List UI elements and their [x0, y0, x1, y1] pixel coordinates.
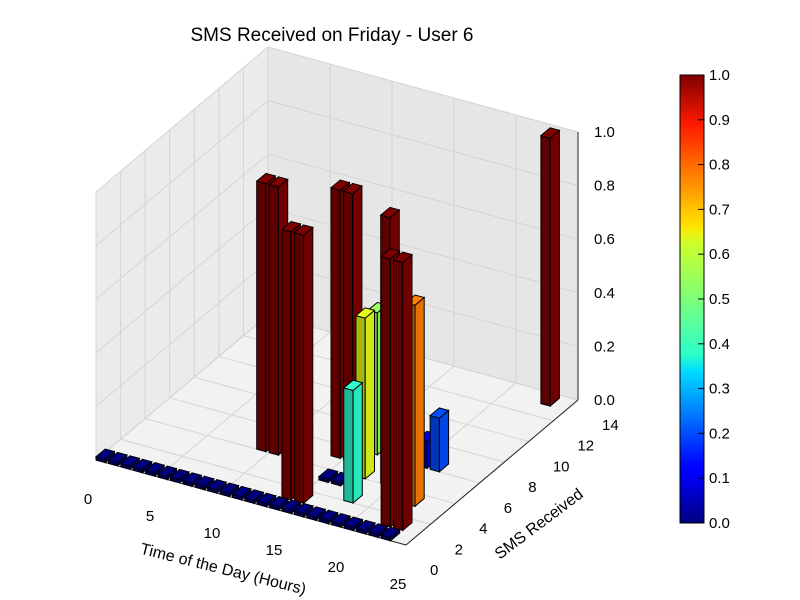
- y-tick-label: 2: [455, 541, 463, 558]
- bar-23-13: [539, 127, 561, 408]
- pane-left: [96, 47, 268, 460]
- chart-title: SMS Received on Friday - User 6: [191, 25, 474, 46]
- grid-line: [267, 153, 579, 240]
- x-tick-label: 5: [146, 508, 154, 525]
- colorbar-tick-label: 0.3: [709, 381, 730, 398]
- bar-23-0: [380, 526, 401, 542]
- bar-23-1: [392, 251, 414, 532]
- y-tick-label: 14: [602, 417, 619, 434]
- y-tick-label: 4: [479, 521, 487, 538]
- z-tick-label: 1.0: [594, 124, 615, 141]
- bar-1-0: [107, 451, 128, 467]
- z-tick-label: 0.8: [594, 178, 615, 195]
- bar-0-0: [94, 448, 116, 464]
- colorbar: 0.0 0.1 0.2 0.3 0.4 0.5 0.6 0.7 0.8 0.9 1.0: [679, 67, 730, 532]
- bar-15-3: [317, 468, 339, 484]
- bar-15-1: [293, 224, 314, 505]
- x-tick-label: 0: [84, 491, 92, 508]
- bar-6-0: [169, 468, 190, 484]
- colorbar-tick-label: 0.1: [709, 470, 730, 487]
- grid-line: [95, 314, 269, 461]
- z-tick-label: 0.2: [594, 338, 615, 355]
- y-tick-label: 10: [553, 458, 570, 475]
- colorbar-tick-label: 0.8: [709, 157, 730, 174]
- bar-18-2: [342, 379, 364, 505]
- bar-7-0: [181, 472, 203, 488]
- grid-line: [95, 261, 269, 407]
- grid-line: [95, 100, 269, 246]
- colorbar-tick-label: 0.6: [709, 246, 730, 263]
- axis-line: [405, 399, 579, 546]
- bar-9-0: [206, 479, 228, 495]
- colorbar-tick-label: 0.7: [709, 201, 730, 218]
- colorbar-tick-label: 1.0: [709, 67, 730, 84]
- y-tick-label: 0: [430, 562, 438, 579]
- x-tick-label: 20: [328, 559, 345, 576]
- grid-line: [95, 46, 269, 193]
- grid-line: [169, 397, 480, 484]
- grid-line: [267, 100, 579, 187]
- x-tick-label: 15: [266, 542, 283, 559]
- grid-line: [95, 153, 269, 300]
- bar-21-0: [355, 519, 376, 536]
- grid-line: [267, 207, 579, 294]
- colorbar-tick-label: 0.4: [709, 336, 730, 353]
- bar-16-0: [293, 502, 314, 519]
- grid-line: [267, 46, 579, 133]
- grid-line: [120, 438, 431, 525]
- z-tick-label: 0.0: [594, 392, 615, 409]
- bar-8-0: [194, 475, 215, 491]
- bar-22-0: [367, 523, 389, 539]
- bar-17-0: [305, 506, 327, 522]
- bars: [94, 127, 561, 542]
- bar-21-6: [429, 407, 450, 473]
- bar-4-0: [144, 462, 166, 478]
- bar-14-0: [268, 496, 290, 512]
- bar-15-0: [280, 499, 302, 515]
- y-tick-label: 12: [577, 438, 594, 455]
- y-axis-label: SMS Received: [492, 486, 587, 563]
- x-tick-label: 10: [204, 525, 221, 542]
- bar-11-0: [231, 485, 252, 501]
- colorbar-tick-label: 0.5: [709, 291, 730, 308]
- y-tick-label: 6: [504, 500, 512, 517]
- z-tick-label: 0.6: [594, 231, 615, 248]
- y-tick-label: 8: [528, 479, 536, 496]
- colorbar-tick-label: 0.2: [709, 425, 730, 442]
- colorbar-tick-label: 0.9: [709, 112, 730, 129]
- z-tick-label: 0.4: [594, 285, 615, 302]
- x-tick-label: 25: [390, 576, 407, 593]
- grid-line: [95, 207, 269, 354]
- colorbar-tick-label: 0.0: [709, 515, 730, 532]
- bar-19-0: [330, 513, 352, 529]
- bar-13-0: [256, 492, 277, 508]
